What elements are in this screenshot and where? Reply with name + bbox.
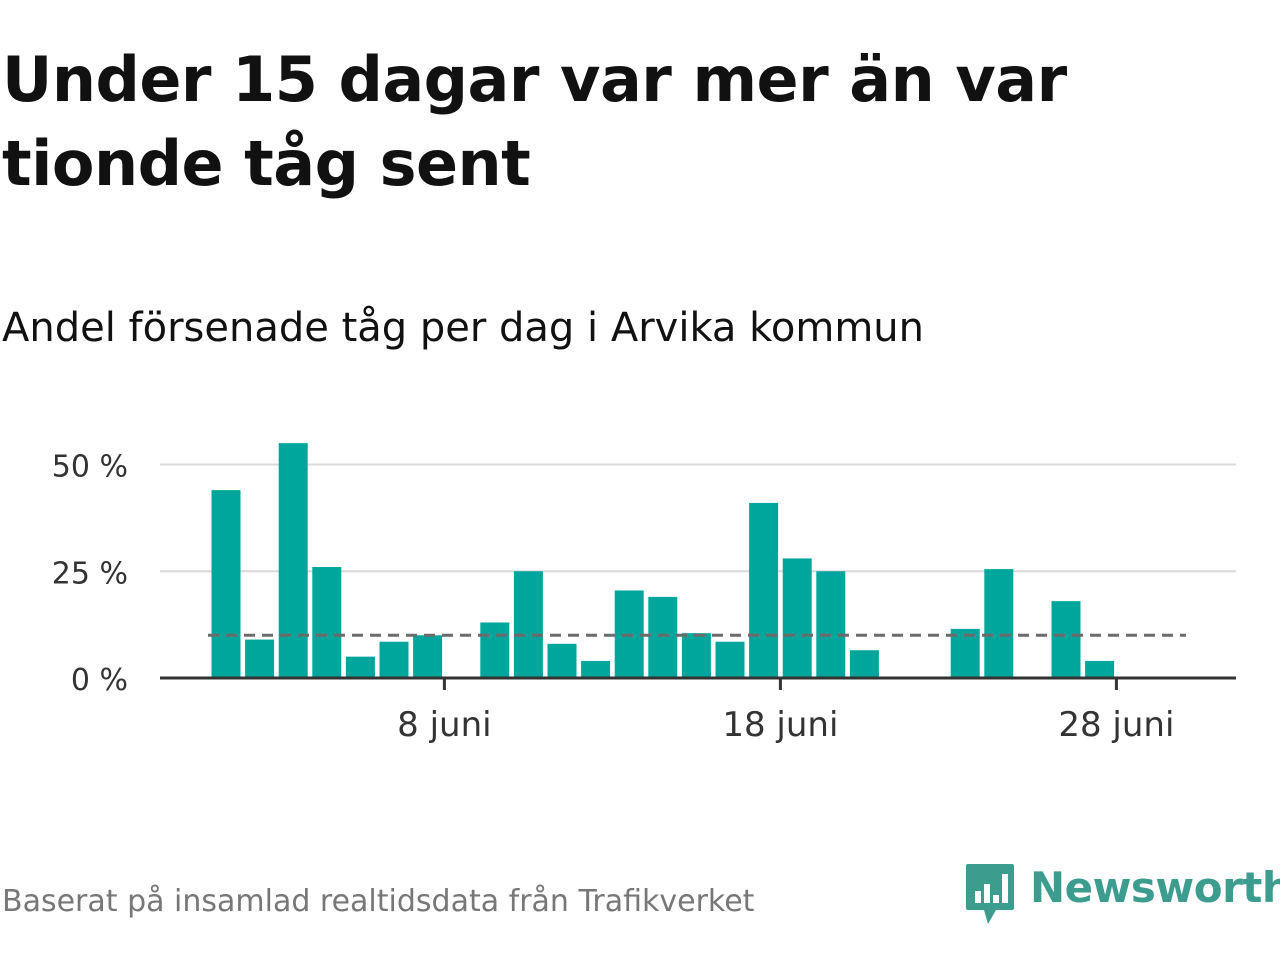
bar — [782, 558, 812, 678]
bar — [245, 639, 275, 678]
newsworthy-logo-icon — [966, 864, 1014, 924]
x-axis — [160, 676, 1236, 690]
bar — [816, 571, 846, 678]
bar — [513, 571, 543, 678]
y-tick-label: 50 % — [52, 450, 128, 485]
x-tick-label: 8 juni — [397, 705, 491, 745]
bar — [379, 641, 409, 678]
x-tick-label: 18 juni — [722, 705, 838, 745]
y-axis-labels: 0 % 25 % 50 % — [52, 450, 128, 699]
brand-name: Newsworthy — [1030, 863, 1280, 912]
bar — [278, 443, 308, 678]
y-tick-label: 25 % — [52, 556, 128, 591]
bar — [715, 641, 745, 678]
x-tick-label: 28 juni — [1058, 705, 1174, 745]
headline: Under 15 dagar var mer än var tionde tåg… — [2, 43, 1067, 200]
bar — [547, 643, 577, 678]
bar — [211, 490, 241, 678]
bar — [413, 635, 443, 678]
bar — [345, 656, 375, 678]
bar — [984, 569, 1014, 678]
chart-subtitle: Andel försenade tåg per dag i Arvika kom… — [2, 305, 924, 351]
bar — [480, 622, 510, 678]
bar — [749, 502, 779, 678]
gridlines — [160, 463, 1236, 573]
bar — [648, 596, 678, 678]
bar — [849, 650, 879, 678]
bar — [581, 660, 611, 678]
bars — [211, 443, 1115, 678]
bar — [950, 628, 980, 678]
source-note: Baserat på insamlad realtidsdata från Tr… — [2, 884, 755, 919]
x-axis-labels: 8 juni 18 juni 28 juni — [397, 705, 1174, 745]
y-tick-label: 0 % — [71, 663, 128, 698]
brand: Newsworthy — [964, 862, 1280, 926]
bar-chart: 0 % 25 % 50 % 8 juni 18 juni 28 juni — [52, 443, 1236, 745]
bar — [312, 566, 342, 678]
bar — [1085, 660, 1115, 678]
bar — [1051, 601, 1081, 678]
bar — [681, 633, 711, 678]
